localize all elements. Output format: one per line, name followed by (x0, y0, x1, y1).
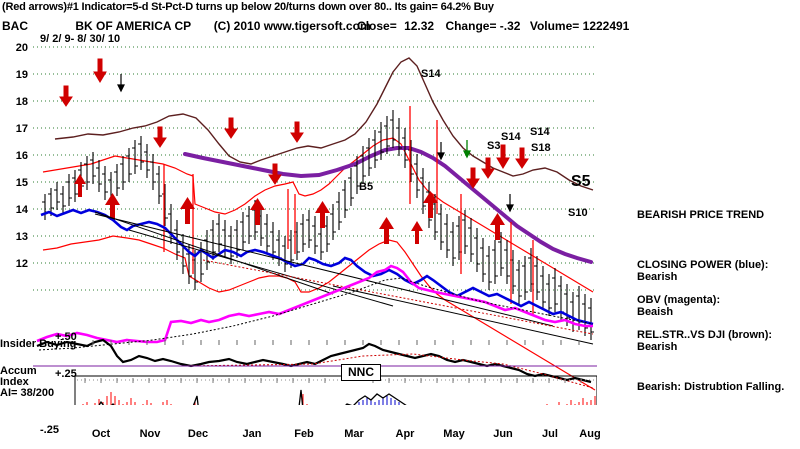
signal-vertical-bars (163, 106, 534, 314)
change-label: Change= (445, 19, 497, 33)
accum-panel-border (74, 375, 597, 405)
y-tick-15: 15 (15, 177, 28, 189)
x-tick-jun: Jun (493, 428, 513, 440)
close-value: 12.32 (404, 19, 435, 33)
y-tick-17: 17 (15, 123, 28, 135)
moving-average-line (183, 146, 593, 264)
annotation-s18: S18 (531, 142, 551, 154)
annotation-b5: B5 (359, 181, 374, 193)
accum-label-line1: Accum (0, 365, 37, 377)
y-tick-20: 20 (15, 42, 28, 54)
accum-index-line (98, 389, 407, 405)
closing-power-line (40, 208, 594, 326)
legend-closing-power-value: Bearish (637, 271, 678, 283)
change-value: -.32 (499, 19, 521, 33)
x-tick-dec: Dec (187, 428, 209, 440)
legend-obv: OBV (magenta): Beaish (637, 294, 800, 318)
obv-panel (36, 264, 593, 344)
legend-accum-note: Bearish: Distrubtion Falling. (637, 381, 785, 393)
x-tick-mar: Mar (344, 428, 364, 440)
y-tick-19: 19 (15, 69, 28, 81)
close-label: Close= (357, 19, 397, 33)
indicator-legend: BEARISH PRICE TREND CLOSING POWER (blue)… (637, 209, 800, 393)
y-tick-14: 14 (15, 204, 28, 216)
legend-closing-power-title: CLOSING POWER (blue): (637, 259, 769, 271)
x-tick-oct: Oct (91, 428, 111, 440)
x-tick-jul: Jul (542, 428, 558, 440)
date-range: 9/ 2/ 9- 8/ 30/ 10 (40, 33, 121, 45)
copyright-notice: (C) 2010 www.tigersoft.com (213, 19, 371, 33)
sell-marker-arrows (117, 74, 514, 213)
insider-ref-dotted (182, 353, 594, 389)
trend-dotted (202, 259, 594, 335)
ticker-info-row: BAC BK OF AMERICA CP (C) 2010 www.tigers… (2, 19, 629, 33)
x-tick-feb: Feb (294, 428, 314, 440)
relative-strength-line (54, 57, 594, 191)
legend-rel-str-title: REL.STR..VS DJI (brown): (637, 329, 773, 341)
accum-label-line2: Index (0, 376, 29, 388)
s3-green-arrow (462, 140, 472, 159)
annotation-s10: S10 (568, 207, 588, 219)
company-name: BK OF AMERICA CP (75, 19, 192, 33)
legend-closing-power: CLOSING POWER (blue): Bearish (637, 259, 800, 283)
volume-value: 1222491 (582, 19, 630, 33)
lower-envelope-line (42, 235, 596, 391)
volume-label: Volume= (529, 19, 580, 33)
legend-obv-value: Beaish (637, 306, 674, 318)
accum-plus25-label: +.25 (55, 368, 77, 380)
y-tick-18: 18 (15, 96, 28, 108)
accum-histogram-red-left (82, 392, 308, 405)
x-tick-may: May (443, 428, 465, 440)
x-tick-aug: Aug (579, 428, 601, 440)
price-chart-canvas[interactable] (33, 44, 597, 405)
buy-arrows (74, 174, 505, 244)
legend-rel-str-value: Bearish (637, 341, 678, 353)
y-tick-16: 16 (15, 150, 28, 162)
insider-plus50-label: +.50 (55, 331, 77, 343)
legend-rel-str: REL.STR..VS DJI (brown): Bearish (637, 329, 800, 353)
y-tick-12: 12 (15, 258, 28, 270)
insider-buying-label: Insider Buying (0, 338, 77, 350)
annotation-nnc-box: NNC (341, 364, 381, 381)
x-tick-jan: Jan (242, 428, 262, 440)
obv-reference-dotted (38, 277, 594, 351)
accum-index-label: Accum Index AI= 38/200 (0, 366, 54, 399)
ticker-symbol: BAC (2, 19, 28, 33)
annotation-s14-right: S14 (530, 126, 550, 138)
indicator-headline: (Red arrows)#1 Indicator=5-d St-Pct-D tu… (2, 1, 494, 13)
legend-price-trend: BEARISH PRICE TREND (637, 209, 765, 221)
legend-obv-title: OBV (magenta): (637, 294, 721, 306)
x-tick-apr: Apr (395, 428, 415, 440)
insider-plus50-ticks (92, 340, 580, 345)
annotation-s5: S5 (571, 173, 591, 190)
accum-minus25-label: -.25 (40, 424, 59, 436)
x-tick-nov: Nov (139, 428, 161, 440)
annotation-s14-top: S14 (421, 68, 441, 80)
annotation-s14-mid: S14 (501, 131, 521, 143)
annotation-s3: S3 (487, 140, 501, 152)
accum-histogram-red-right (546, 396, 596, 405)
y-tick-13: 13 (15, 231, 28, 243)
accum-label-line3: AI= 38/200 (0, 387, 55, 399)
sell-arrows (59, 58, 529, 189)
